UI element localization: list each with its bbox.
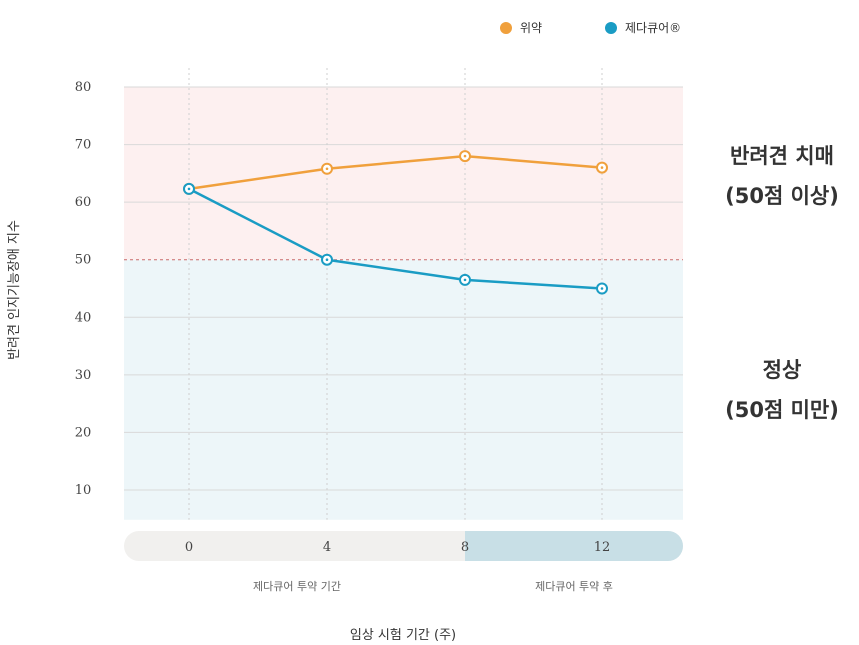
y-tick-10: 10 <box>75 483 92 498</box>
period-during-label: 제다큐어 투약 기간 <box>253 579 341 593</box>
y-tick-labels: 10 20 30 40 50 60 70 80 <box>75 80 92 498</box>
series-0-point-8-center <box>463 154 467 158</box>
x-tick-0: 0 <box>185 540 193 555</box>
y-tick-40: 40 <box>75 310 92 325</box>
series-1-point-12-center <box>600 287 604 290</box>
y-tick-60: 60 <box>75 195 92 210</box>
series-0-point-4-center <box>325 167 329 171</box>
period-after-label: 제다큐어 투약 후 <box>535 579 613 593</box>
x-tick-12: 12 <box>594 540 611 555</box>
x-tick-8: 8 <box>461 540 469 555</box>
series-0-point-12-center <box>600 166 604 169</box>
zone-upper-title: 반려견 치매 <box>730 144 834 168</box>
x-tick-labels: 0 4 8 12 <box>185 540 610 555</box>
x-axis-label: 임상 시험 기간 (주) <box>350 628 456 643</box>
series-1-point-4-center <box>325 258 329 262</box>
zone-lower-title: 정상 <box>763 358 802 382</box>
zone-lower-subtitle: (50점 미만) <box>725 398 839 422</box>
legend-marker-placebo <box>500 22 512 34</box>
y-axis-label: 반려견 인지기능장애 지수 <box>7 220 22 360</box>
series-0-line <box>188 154 603 191</box>
y-tick-20: 20 <box>75 425 92 440</box>
zone-upper-background <box>124 87 683 260</box>
legend: 위약 제다큐어® <box>500 20 681 35</box>
series-layer <box>183 150 608 295</box>
series-1-point-8-center <box>463 278 467 282</box>
series-1-point-0-center <box>187 187 191 191</box>
period-bar <box>124 531 683 561</box>
series-1-line <box>188 187 603 290</box>
series-1 <box>183 182 608 295</box>
legend-label-placebo: 위약 <box>520 20 542 35</box>
period-after-segment <box>465 531 683 561</box>
zone-lower-background <box>124 259 683 520</box>
y-tick-30: 30 <box>75 368 92 383</box>
zone-upper-subtitle: (50점 이상) <box>725 184 839 208</box>
x-tick-4: 4 <box>323 540 331 555</box>
y-tick-80: 80 <box>75 80 92 95</box>
legend-label-jedacure: 제다큐어® <box>625 21 681 35</box>
y-tick-70: 70 <box>75 138 92 153</box>
y-tick-50: 50 <box>75 253 92 268</box>
legend-marker-jedacure <box>605 22 617 34</box>
